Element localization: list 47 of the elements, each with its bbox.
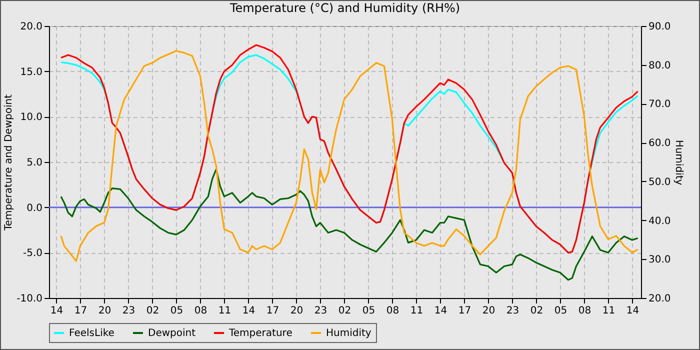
y2-tick-label: 60.0 xyxy=(648,138,671,150)
x-tick-label: 23 xyxy=(506,306,520,316)
y-tick-label: 15.0 xyxy=(20,66,42,78)
x-tick-label: 14 xyxy=(50,306,64,316)
x-tick-label: 14 xyxy=(242,306,256,316)
x-tick-label: 08 xyxy=(578,306,592,316)
legend-label: FeelsLike xyxy=(69,328,114,339)
y-tick-label: 5.0 xyxy=(26,158,42,168)
y2-tick-label: 20.0 xyxy=(648,294,671,304)
x-tick-label: 23 xyxy=(314,306,328,316)
legend-label: Dewpoint xyxy=(148,328,196,339)
y2-tick-label: 90.0 xyxy=(648,22,671,32)
x-tick-label: 23 xyxy=(122,306,136,316)
y2-tick-label: 80.0 xyxy=(648,60,671,72)
x-tick-label: 08 xyxy=(194,306,208,316)
y-tick-label: -10.0 xyxy=(16,294,42,304)
y-axis-title: Temperature and Dewpoint xyxy=(4,94,15,232)
x-tick-label: 20 xyxy=(290,306,304,316)
y-tick-label: -5.0 xyxy=(22,248,42,260)
x-tick-label: 02 xyxy=(530,306,544,316)
x-tick-label: 02 xyxy=(338,306,352,316)
chart-title: Temperature (°C) and Humidity (RH%) xyxy=(228,1,460,15)
y-tick-label: 10.0 xyxy=(20,112,42,124)
legend-label: Temperature xyxy=(228,328,292,339)
y2-tick-label: 70.0 xyxy=(648,99,671,110)
legend-label: Humidity xyxy=(326,328,372,339)
x-tick-label: 17 xyxy=(458,306,472,316)
x-tick-label: 08 xyxy=(386,306,400,316)
x-tick-label: 14 xyxy=(434,306,448,316)
x-tick-label: 20 xyxy=(98,306,112,316)
x-tick-label: 17 xyxy=(266,306,280,316)
y2-axis-title: Humidity xyxy=(672,140,684,186)
y2-tick-label: 40.0 xyxy=(648,216,671,227)
x-tick-label: 11 xyxy=(218,306,232,316)
y2-tick-label: 50.0 xyxy=(648,176,671,188)
x-tick-label: 05 xyxy=(554,306,568,316)
y-tick-label: 0.0 xyxy=(26,202,42,214)
x-tick-label: 11 xyxy=(410,306,424,316)
x-tick-label: 17 xyxy=(74,306,88,316)
x-tick-label: 02 xyxy=(146,306,160,316)
y-tick-label: 20.0 xyxy=(20,22,42,32)
x-tick-label: 05 xyxy=(362,306,376,316)
x-tick-label: 14 xyxy=(626,306,640,316)
x-tick-label: 05 xyxy=(170,306,184,316)
x-tick-label: 11 xyxy=(602,306,616,316)
y2-tick-label: 30.0 xyxy=(648,254,671,266)
x-tick-label: 20 xyxy=(482,306,496,316)
